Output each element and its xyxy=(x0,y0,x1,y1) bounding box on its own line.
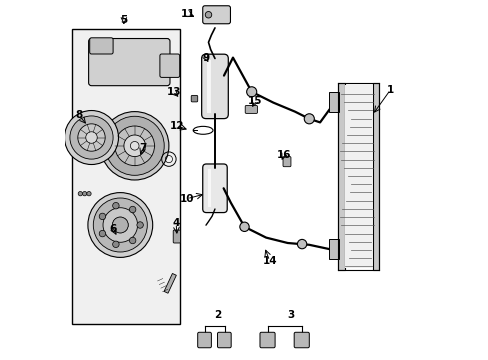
Circle shape xyxy=(123,135,145,157)
Circle shape xyxy=(93,198,147,252)
Circle shape xyxy=(129,237,136,244)
FancyBboxPatch shape xyxy=(260,332,275,348)
Circle shape xyxy=(137,222,143,228)
Circle shape xyxy=(99,230,105,237)
FancyBboxPatch shape xyxy=(217,332,231,348)
Text: 12: 12 xyxy=(169,121,183,131)
FancyBboxPatch shape xyxy=(244,105,257,113)
Circle shape xyxy=(297,239,306,249)
Bar xyxy=(328,239,339,259)
Circle shape xyxy=(103,208,137,242)
Text: 10: 10 xyxy=(179,194,194,204)
Bar xyxy=(207,60,211,112)
Text: 16: 16 xyxy=(276,150,291,160)
FancyBboxPatch shape xyxy=(197,332,211,348)
Circle shape xyxy=(64,111,118,165)
Circle shape xyxy=(70,116,113,159)
Circle shape xyxy=(130,141,139,150)
Circle shape xyxy=(101,112,168,180)
FancyBboxPatch shape xyxy=(88,39,170,86)
Circle shape xyxy=(304,114,314,124)
Circle shape xyxy=(112,217,128,233)
Circle shape xyxy=(78,192,82,196)
Circle shape xyxy=(246,87,256,97)
Text: 4: 4 xyxy=(172,218,180,228)
Text: 3: 3 xyxy=(287,310,294,320)
Circle shape xyxy=(88,193,152,257)
Polygon shape xyxy=(164,274,176,293)
Text: 6: 6 xyxy=(109,224,117,234)
Circle shape xyxy=(112,241,119,248)
FancyBboxPatch shape xyxy=(294,332,309,348)
Text: 15: 15 xyxy=(247,96,262,106)
Circle shape xyxy=(129,206,136,213)
Text: 11: 11 xyxy=(180,9,195,19)
Text: 5: 5 xyxy=(120,15,127,25)
Circle shape xyxy=(112,217,128,233)
Circle shape xyxy=(112,202,119,209)
Circle shape xyxy=(239,222,249,231)
Circle shape xyxy=(87,192,91,196)
Circle shape xyxy=(205,12,211,18)
Bar xyxy=(372,83,379,270)
Bar xyxy=(207,170,211,207)
Circle shape xyxy=(82,192,87,196)
Circle shape xyxy=(105,116,164,175)
FancyBboxPatch shape xyxy=(173,230,180,243)
Circle shape xyxy=(99,213,105,220)
Bar xyxy=(344,85,372,268)
FancyBboxPatch shape xyxy=(201,54,228,119)
Circle shape xyxy=(85,132,97,143)
Bar xyxy=(337,83,344,270)
Bar xyxy=(328,92,339,112)
Text: 13: 13 xyxy=(166,87,181,97)
FancyBboxPatch shape xyxy=(283,157,290,167)
FancyBboxPatch shape xyxy=(191,95,197,102)
Bar xyxy=(72,29,179,324)
Text: 7: 7 xyxy=(139,143,146,153)
Circle shape xyxy=(78,124,105,151)
FancyBboxPatch shape xyxy=(89,38,113,54)
Text: 9: 9 xyxy=(202,53,209,63)
Text: 2: 2 xyxy=(213,310,221,320)
Text: 8: 8 xyxy=(75,110,82,120)
FancyBboxPatch shape xyxy=(203,164,227,212)
Text: 14: 14 xyxy=(262,256,276,266)
FancyBboxPatch shape xyxy=(160,54,179,77)
Text: 1: 1 xyxy=(386,85,393,95)
Circle shape xyxy=(115,126,154,166)
FancyBboxPatch shape xyxy=(203,6,230,24)
